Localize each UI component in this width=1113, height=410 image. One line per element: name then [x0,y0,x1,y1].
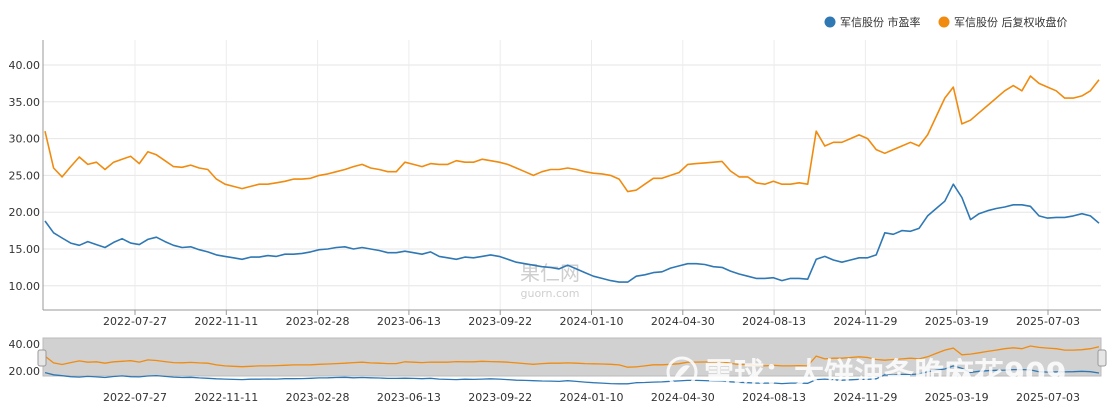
series-line-pe-ratio [44,183,1100,283]
navigator-x-axis: 2022-07-27 2022-11-11 2023-02-28 2023-06-13… [103,391,1080,404]
xueqiu-logo-icon [666,356,698,388]
navigator-x-tick-label: 2022-07-27 [103,391,167,404]
legend-marker [824,16,836,28]
watermark-text-en: guorn.com [521,287,580,300]
x-axis: 2022-07-27 2022-11-11 2023-02-28 2023-06-13… [103,310,1080,328]
watermark-xueqiu: 雪球：大饼油条脆麻花909 [666,356,1067,392]
x-tick-label: 2023-06-13 [377,315,441,328]
legend-item-close-price[interactable]: 军信股份 后复权收盘价 [938,15,1068,29]
navigator-series-layer [44,345,1100,385]
watermark-text-xueqiu: 雪球：大饼油条脆麻花909 [704,357,1067,392]
navigator-x-tick-label: 2023-09-22 [468,391,532,404]
x-tick-label: 2022-11-11 [194,315,258,328]
navigator-x-tick-label: 2024-11-29 [833,391,897,404]
navigator-x-tick-label: 2024-01-10 [560,391,624,404]
navigator-line-pe-ratio [44,365,1100,385]
y-tick-label: 35.00 [9,96,41,109]
y-tick-label: 10.00 [9,280,41,293]
xueqiu-logo-mark [674,365,690,380]
legend-item-pe-ratio[interactable]: 军信股份 市盈率 [824,15,921,29]
navigator-y-tick-label: 20.00 [9,365,41,378]
y-tick-label: 20.00 [9,206,41,219]
navigator-x-tick-label: 2023-06-13 [377,391,441,404]
x-tick-label: 2023-09-22 [468,315,532,328]
x-tick-label: 2022-07-27 [103,315,167,328]
x-tick-label: 2024-08-13 [742,315,806,328]
y-tick-label: 25.00 [9,169,41,182]
navigator-line-close-price [44,345,1100,368]
y-tick-label: 40.00 [9,59,41,72]
series-layer [44,75,1100,283]
navigator-y-axis: 40.00 20.00 [9,338,41,378]
navigator-x-tick-label: 2022-11-11 [194,391,258,404]
navigator-handle-left[interactable] [37,349,47,367]
navigator-x-tick-label: 2024-08-13 [742,391,806,404]
navigator-x-tick-label: 2024-04-30 [651,391,715,404]
y-tick-label: 15.00 [9,243,41,256]
navigator-x-tick-label: 2023-02-28 [286,391,350,404]
x-tick-label: 2025-03-19 [925,315,989,328]
navigator-x-tick-label: 2025-07-03 [1016,391,1080,404]
legend-label: 军信股份 后复权收盘价 [954,15,1068,29]
navigator-x-tick-label: 2025-03-19 [925,391,989,404]
x-tick-label: 2023-02-28 [286,315,350,328]
navigator-handle-right[interactable] [1097,349,1107,367]
legend[interactable]: 军信股份 市盈率 军信股份 后复权收盘价 [824,15,1068,29]
x-tick-label: 2025-07-03 [1016,315,1080,328]
x-tick-label: 2024-04-30 [651,315,715,328]
legend-label: 军信股份 市盈率 [840,15,921,29]
y-tick-label: 30.00 [9,133,41,146]
x-tick-label: 2024-11-29 [833,315,897,328]
navigator-y-tick-label: 40.00 [9,338,41,351]
x-tick-label: 2024-01-10 [560,315,624,328]
legend-marker [938,16,950,28]
y-axis: 10.00 15.00 20.00 25.00 30.00 35.00 40.00 [9,59,41,293]
series-line-close-price [44,75,1100,193]
navigator[interactable]: 40.00 20.00 2022-07-27 2022-11-11 2023-02-2… [9,337,1107,404]
